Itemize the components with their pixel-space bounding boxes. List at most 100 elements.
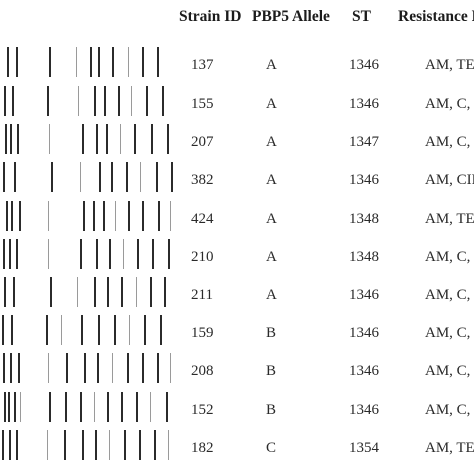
cell-st: 1346 bbox=[349, 363, 379, 379]
gel-lane bbox=[0, 201, 175, 231]
gel-band bbox=[49, 392, 51, 422]
gel-lane bbox=[0, 124, 175, 154]
gel-band bbox=[152, 239, 154, 269]
gel-band bbox=[142, 353, 144, 383]
gel-band bbox=[109, 430, 110, 460]
gel-band bbox=[6, 201, 8, 231]
gel-band bbox=[142, 201, 144, 231]
gel-band bbox=[171, 162, 173, 192]
gel-band bbox=[114, 315, 116, 345]
cell-strain-id: 424 bbox=[191, 211, 214, 227]
gel-band bbox=[47, 86, 49, 116]
cell-strain-id: 210 bbox=[191, 249, 214, 265]
gel-band bbox=[109, 239, 111, 269]
gel-band bbox=[4, 86, 6, 116]
gel-band bbox=[49, 47, 51, 77]
cell-st: 1346 bbox=[349, 402, 379, 418]
gel-band bbox=[158, 201, 160, 231]
gel-band bbox=[120, 124, 121, 154]
gel-lane bbox=[0, 162, 175, 192]
gel-lane bbox=[0, 392, 175, 422]
cell-resistance: AM, C, T bbox=[425, 363, 474, 379]
cell-pbp5-allele: B bbox=[266, 325, 277, 341]
cell-strain-id: 208 bbox=[191, 363, 214, 379]
gel-band bbox=[150, 277, 152, 307]
gel-band bbox=[121, 277, 123, 307]
gel-band bbox=[128, 47, 129, 77]
gel-band bbox=[14, 162, 16, 192]
gel-band bbox=[9, 430, 11, 460]
gel-band bbox=[156, 162, 158, 192]
cell-st: 1348 bbox=[349, 211, 379, 227]
cell-resistance: AM, C, bbox=[425, 96, 471, 112]
gel-band bbox=[112, 353, 113, 383]
gel-band bbox=[168, 430, 169, 460]
cell-resistance: AM, C, T bbox=[425, 134, 474, 150]
gel-band bbox=[10, 353, 12, 383]
cell-strain-id: 382 bbox=[191, 172, 214, 188]
gel-band bbox=[144, 315, 146, 345]
gel-band bbox=[48, 353, 49, 383]
gel-band bbox=[64, 430, 66, 460]
gel-band bbox=[61, 315, 62, 345]
cell-strain-id: 137 bbox=[191, 57, 214, 73]
gel-band bbox=[16, 430, 18, 460]
gel-band bbox=[80, 162, 81, 192]
gel-band bbox=[128, 201, 130, 231]
cell-st: 1347 bbox=[349, 134, 379, 150]
gel-band bbox=[5, 124, 7, 154]
gel-band bbox=[50, 277, 52, 307]
gel-band bbox=[65, 392, 67, 422]
gel-band bbox=[166, 392, 168, 422]
gel-band bbox=[94, 277, 96, 307]
gel-lane bbox=[0, 430, 175, 460]
gel-band bbox=[107, 392, 109, 422]
gel-band bbox=[3, 162, 5, 192]
cell-st: 1346 bbox=[349, 325, 379, 341]
cell-resistance: AM, C, bbox=[425, 249, 471, 265]
cell-resistance: AM, TE bbox=[425, 211, 474, 227]
gel-band bbox=[104, 86, 106, 116]
header-st: ST bbox=[352, 8, 371, 25]
gel-band bbox=[12, 86, 14, 116]
gel-band bbox=[18, 353, 20, 383]
gel-band bbox=[96, 239, 98, 269]
cell-resistance: AM, CIP bbox=[425, 172, 474, 188]
gel-band bbox=[80, 239, 82, 269]
gel-band bbox=[90, 47, 92, 77]
gel-band bbox=[146, 86, 148, 116]
gel-band bbox=[2, 430, 4, 460]
gel-band bbox=[160, 315, 162, 345]
cell-resistance: AM, C, bbox=[425, 287, 471, 303]
gel-band bbox=[140, 162, 141, 192]
gel-band bbox=[134, 124, 136, 154]
cell-strain-id: 211 bbox=[191, 287, 213, 303]
cell-resistance: AM, C, bbox=[425, 325, 471, 341]
gel-band bbox=[126, 162, 128, 192]
gel-band bbox=[17, 124, 19, 154]
gel-band bbox=[96, 124, 98, 154]
gel-band bbox=[129, 315, 130, 345]
gel-band bbox=[13, 277, 15, 307]
cell-pbp5-allele: A bbox=[266, 249, 277, 265]
cell-pbp5-allele: B bbox=[266, 363, 277, 379]
cell-st: 1346 bbox=[349, 287, 379, 303]
gel-band bbox=[167, 124, 169, 154]
gel-band bbox=[131, 86, 132, 116]
gel-band bbox=[46, 315, 48, 345]
gel-lane bbox=[0, 86, 175, 116]
gel-band bbox=[154, 430, 156, 460]
gel-band bbox=[97, 353, 99, 383]
header-strain-id: Strain ID bbox=[179, 8, 242, 25]
cell-pbp5-allele: A bbox=[266, 96, 277, 112]
gel-band bbox=[2, 315, 4, 345]
gel-band bbox=[95, 430, 97, 460]
gel-band bbox=[93, 201, 95, 231]
gel-band bbox=[16, 47, 18, 77]
cell-pbp5-allele: A bbox=[266, 57, 277, 73]
gel-band bbox=[4, 277, 6, 307]
gel-band bbox=[136, 277, 137, 307]
cell-pbp5-allele: A bbox=[266, 211, 277, 227]
header-resistance: Resistance P bbox=[398, 8, 474, 25]
gel-band bbox=[136, 392, 138, 422]
